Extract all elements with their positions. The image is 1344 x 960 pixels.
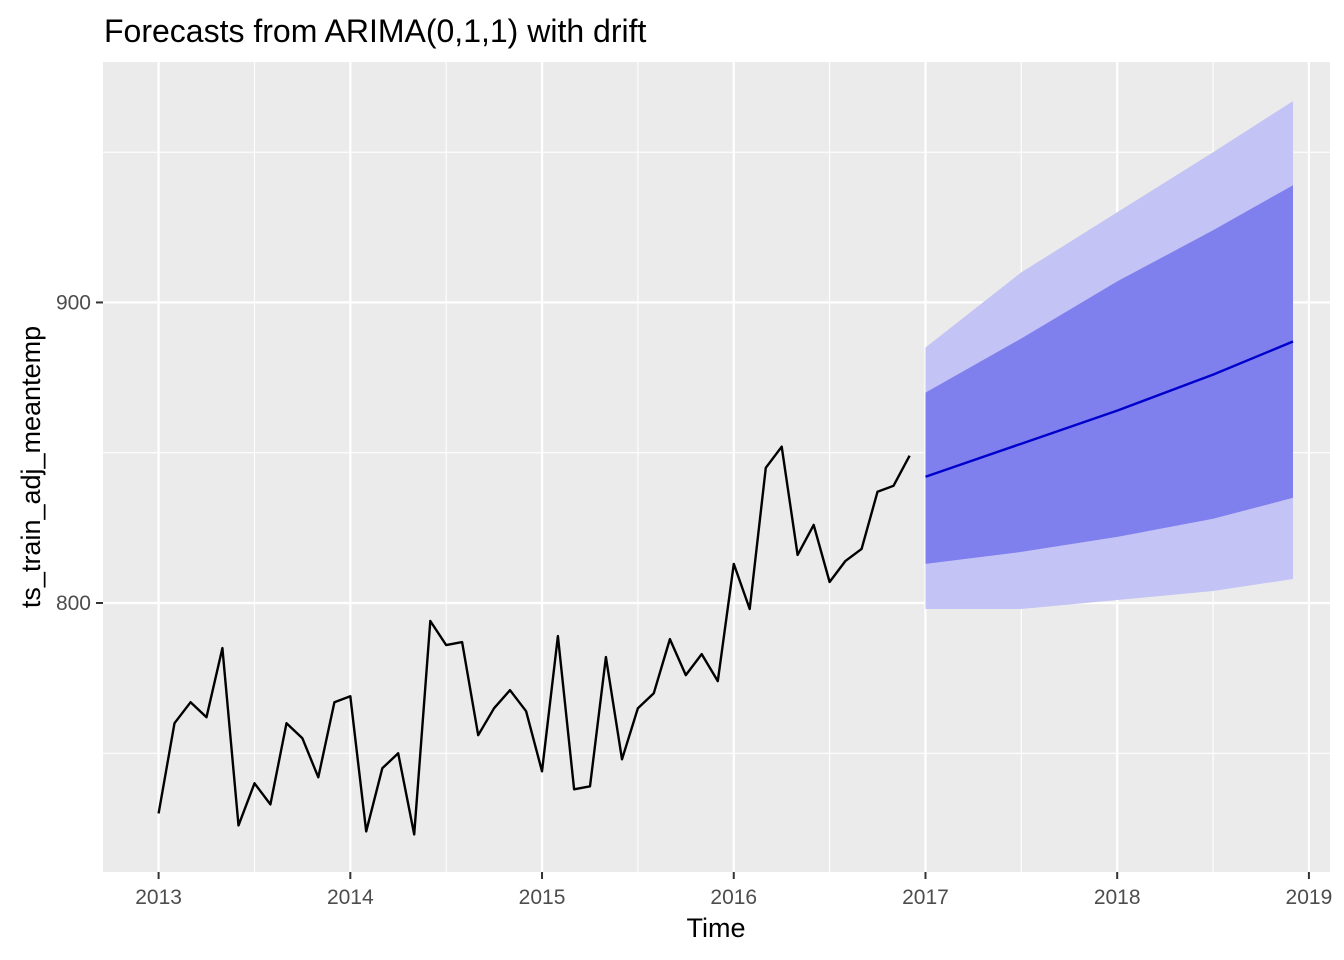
forecast-line [925, 340, 1294, 478]
x-tick-label: 2018 [1094, 886, 1141, 909]
history-line [157, 445, 911, 836]
y-axis: 800 900 [56, 291, 103, 615]
y-tick-label: 800 [56, 592, 91, 615]
x-tick-label: 2019 [1286, 886, 1333, 909]
y-axis-title: ts_train_adj_meantemp [16, 326, 46, 608]
x-tick-label: 2016 [710, 886, 757, 909]
x-tick-label: 2015 [519, 886, 566, 909]
interval-80-band [925, 185, 1293, 564]
x-tick-label: 2014 [327, 886, 374, 909]
x-axis: 2013 2014 2015 2016 2017 2018 2019 [135, 872, 1332, 909]
series-lines [157, 340, 1294, 836]
x-axis-title: Time [687, 913, 746, 943]
chart-title: Forecasts from ARIMA(0,1,1) with drift [104, 13, 646, 49]
x-tick-label: 2017 [902, 886, 949, 909]
prediction-intervals [925, 101, 1293, 609]
y-tick-label: 900 [56, 291, 91, 314]
x-tick-label: 2013 [135, 886, 182, 909]
